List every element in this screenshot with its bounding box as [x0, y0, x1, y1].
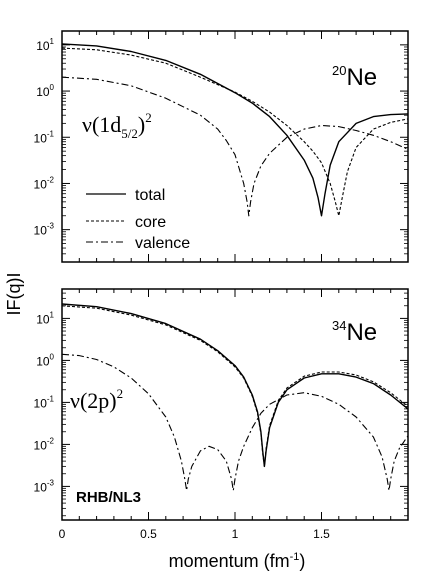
top-nucleus-symbol: Ne [346, 64, 377, 91]
y-tick-base: 10 [34, 480, 48, 494]
y-tick-base: 10 [34, 177, 48, 191]
bottom-panel-x-tick-labels: 0 0.5 1 1.5 [59, 527, 331, 541]
y-tick-exponent: 1 [50, 310, 55, 319]
y-tick-base: 10 [34, 396, 48, 410]
y-axis-label: IF(q)I [4, 273, 24, 316]
x-axis-label-main: momentum (fm [169, 551, 290, 571]
top-configuration-label: ν(1d5/2)2 [82, 110, 152, 141]
series-line-valence [61, 76, 409, 217]
top-nucleus-label: 20Ne [332, 63, 377, 91]
series-line-core [61, 47, 409, 217]
y-tick-exponent: -3 [47, 222, 55, 231]
legend-label-core: core [135, 214, 166, 231]
bottom-config-prefix: ν(2p) [70, 388, 117, 413]
y-tick-exponent: -3 [47, 478, 55, 487]
y-tick-label: 10-1 [34, 394, 55, 410]
legend-label-total: total [135, 187, 165, 204]
y-tick-base: 10 [36, 354, 50, 368]
y-tick-exponent: -1 [47, 129, 55, 138]
x-axis-label-sup: -1 [290, 551, 300, 563]
series-line-valence [61, 353, 409, 492]
y-tick-label: 100 [36, 83, 54, 99]
y-tick-label: 101 [36, 310, 54, 326]
x-tick-label: 1.5 [313, 527, 330, 541]
legend: total core valence [86, 187, 190, 252]
y-tick-label: 100 [36, 352, 54, 368]
y-tick-label: 10-3 [34, 222, 55, 238]
bottom-nucleus-symbol: Ne [346, 319, 377, 346]
y-tick-label: 10-2 [34, 175, 55, 191]
x-axis-label-end: ) [299, 551, 305, 571]
top-config-subscript: 5/2 [121, 126, 138, 141]
y-tick-exponent: -1 [47, 394, 55, 403]
top-panel-ticks [61, 31, 409, 263]
x-tick-label: 0 [59, 527, 66, 541]
top-config-prefix: ν(1d [82, 112, 121, 137]
y-tick-base: 10 [36, 312, 50, 326]
model-label: RHB/NL3 [76, 489, 141, 506]
x-axis-label: momentum (fm-1) [169, 551, 306, 571]
bottom-nucleus-label: 34Ne [332, 318, 377, 346]
y-tick-base: 10 [36, 85, 50, 99]
series-line-core [61, 305, 409, 467]
legend-label-valence: valence [135, 235, 190, 252]
y-tick-exponent: 1 [50, 37, 55, 46]
y-tick-base: 10 [34, 224, 48, 238]
x-tick-label: 0.5 [140, 527, 157, 541]
y-tick-exponent: 0 [50, 83, 55, 92]
bottom-panel-curves [61, 303, 409, 492]
y-tick-base: 10 [36, 39, 50, 53]
top-config-power: 2 [145, 110, 152, 125]
top-nucleus-mass: 20 [332, 63, 346, 78]
top-panel-curves [61, 43, 409, 217]
series-line-total [61, 43, 409, 217]
bottom-config-power: 2 [117, 386, 124, 401]
x-tick-label: 1 [232, 527, 239, 541]
y-tick-exponent: 0 [50, 352, 55, 361]
y-tick-label: 10-2 [34, 436, 55, 452]
y-tick-label: 10-1 [34, 129, 55, 145]
y-tick-label: 101 [36, 37, 54, 53]
y-tick-base: 10 [34, 438, 48, 452]
y-tick-exponent: -2 [47, 436, 55, 445]
y-tick-label: 10-3 [34, 478, 55, 494]
y-tick-exponent: -2 [47, 175, 55, 184]
bottom-configuration-label: ν(2p)2 [70, 386, 123, 413]
bottom-nucleus-mass: 34 [332, 318, 346, 333]
y-tick-base: 10 [34, 131, 48, 145]
top-config-suffix: ) [138, 112, 145, 137]
